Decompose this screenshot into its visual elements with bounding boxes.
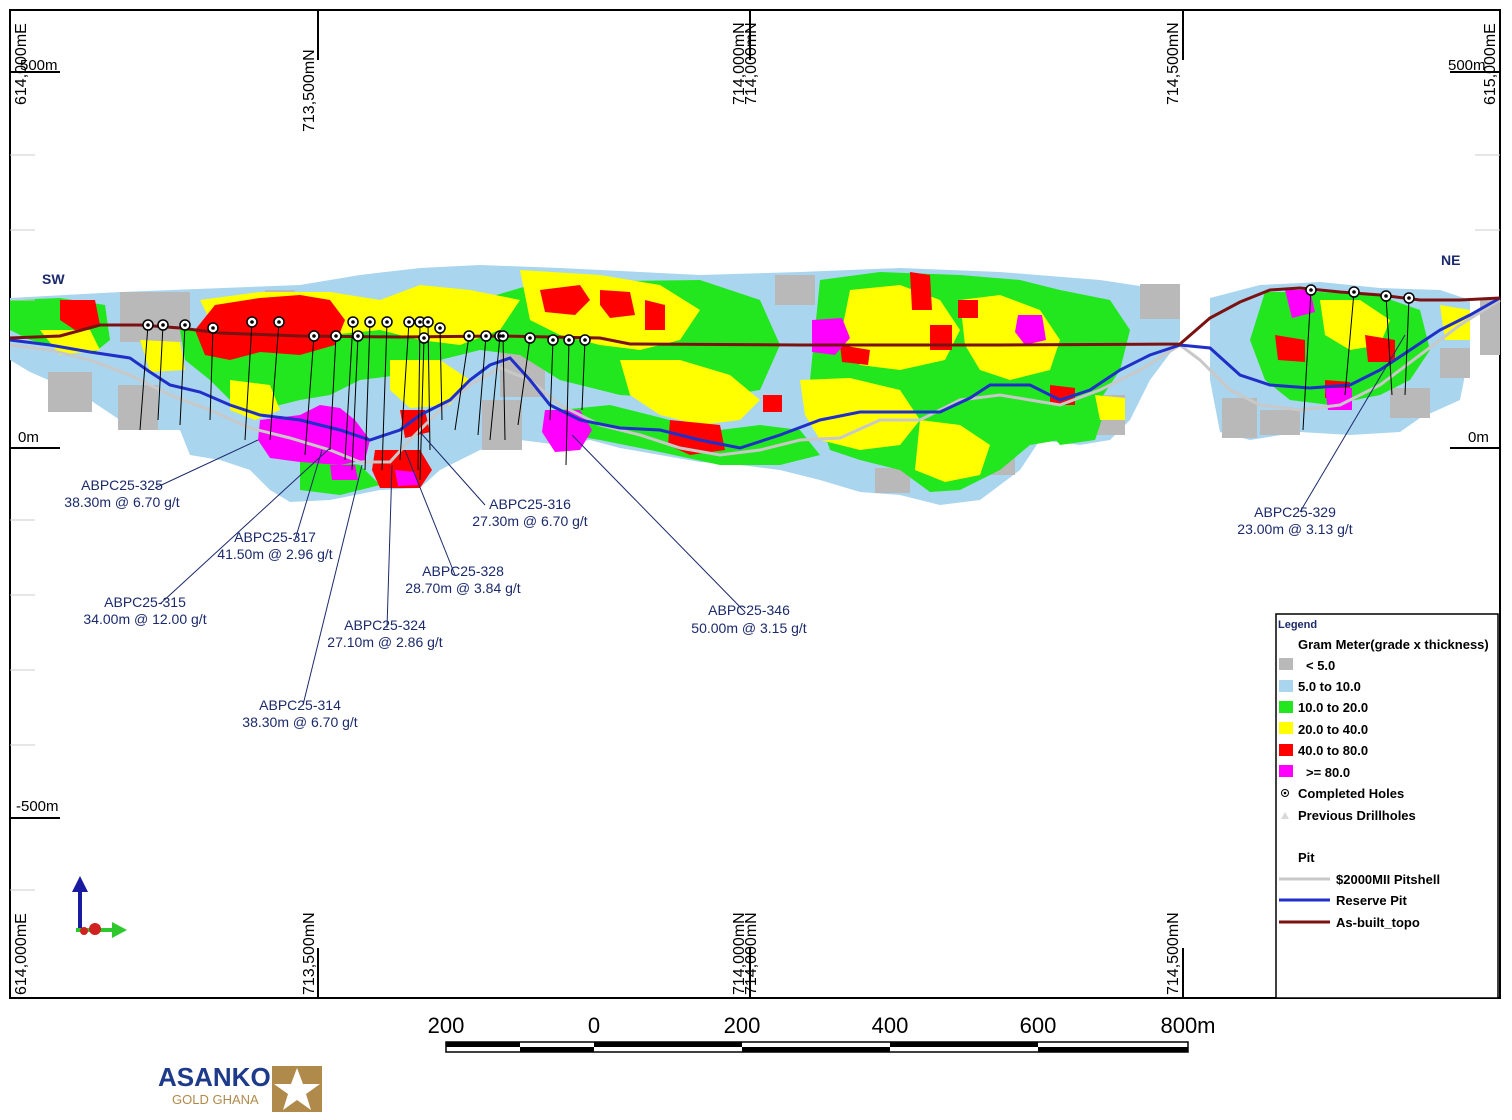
hole-label-result: 38.30m @ 6.70 g/t [242, 714, 358, 730]
legend-line-label: As-built_topo [1336, 915, 1420, 930]
hole-label-result: 34.00m @ 12.00 g/t [83, 611, 206, 627]
elevation-0-right: 0m [1468, 429, 1489, 446]
northing-label-bottom-2: 714,000mN [731, 912, 748, 995]
hole-label-result: 38.30m @ 6.70 g/t [64, 494, 180, 510]
hole-label-result: 28.70m @ 3.84 g/t [405, 580, 521, 596]
easting-label-top-right: 615,000mE [1482, 23, 1499, 105]
completed-hole-dots [146, 288, 1411, 342]
legend-swatch-gte80 [1279, 765, 1293, 777]
pitshell-line [9, 298, 1501, 464]
scale-label: 400 [872, 1013, 909, 1038]
northing-label-bottom-2b: 714,000mN [743, 912, 760, 995]
legend-class-label: 20.0 to 40.0 [1298, 722, 1368, 737]
grid-ticks [10, 10, 1500, 998]
hole-label-id: ABPC25-317 [234, 529, 316, 545]
northing-label-bottom-1: 713,500mN [301, 912, 318, 995]
hole-labels: ABPC25-325 38.30m @ 6.70 g/t ABPC25-317 … [64, 477, 1353, 730]
hole-label-result: 27.10m @ 2.86 g/t [327, 634, 443, 650]
legend-swatch-lt5 [1279, 658, 1293, 670]
blocks-grey [48, 275, 1500, 493]
hole-label-id: ABPC25-328 [422, 563, 504, 579]
intercept-leader-lines [154, 334, 1406, 706]
blocks-magenta [258, 290, 1352, 486]
orientation-axes-icon [72, 876, 127, 938]
hole-label-result: 41.50m @ 2.96 g/t [217, 546, 333, 562]
direction-ne: NE [1441, 252, 1460, 268]
legend-line-label: Reserve Pit [1336, 893, 1407, 908]
legend-line-label: $2000MII Pitshell [1336, 872, 1440, 887]
elevation-500-right: 500m [1448, 57, 1486, 74]
blocks-red [60, 272, 1395, 488]
legend-pit-title: Pit [1298, 850, 1315, 865]
grade-blocks [10, 265, 1500, 505]
legend-completed-holes: Completed Holes [1298, 786, 1404, 801]
previous-drillhole-icon [1281, 812, 1289, 819]
elevation-0-left: 0m [18, 429, 39, 446]
elevation-minus500: -500m [16, 798, 59, 815]
star-icon [274, 1068, 320, 1110]
legend-swatch-10-20 [1279, 701, 1293, 713]
legend-swatch-20-40 [1279, 722, 1293, 734]
scale-label: 600 [1020, 1013, 1057, 1038]
northing-label-top-2b: 714,000mN [743, 22, 760, 105]
hole-label-result: 27.30m @ 6.70 g/t [472, 513, 588, 529]
legend: Legend Gram Meter(grade x thickness) < 5… [1275, 613, 1499, 999]
northing-label-bottom-3: 714,500mN [1165, 912, 1182, 995]
northing-label-top-2: 714,000mN [731, 22, 748, 105]
direction-sw: SW [42, 271, 65, 287]
drillhole-traces [139, 289, 1410, 481]
scale-label: 200 [724, 1013, 761, 1038]
hole-label-id: ABPC25-325 [81, 477, 163, 493]
easting-label-top-left: 614,000mE [13, 23, 30, 105]
scale-label: 200 [428, 1013, 465, 1038]
logo-name: ASANKO [158, 1062, 271, 1092]
legend-class-label: >= 80.0 [1306, 765, 1350, 780]
scale-labels: 200 0 200 400 600 800m [428, 1013, 1216, 1038]
legend-class-label: 10.0 to 20.0 [1298, 700, 1368, 715]
legend-class-label: 5.0 to 10.0 [1298, 679, 1361, 694]
hole-label-id: ABPC25-315 [104, 594, 186, 610]
hole-label-id: ABPC25-329 [1254, 504, 1336, 520]
northing-label-top-1: 713,500mN [301, 49, 318, 132]
asanko-logo: ASANKO GOLD GHANA [158, 1062, 322, 1112]
completed-hole-icon-dot [1283, 791, 1287, 795]
scale-label: 0 [588, 1013, 600, 1038]
reserve-pit-line [9, 296, 1501, 450]
hole-label-id: ABPC25-346 [708, 602, 790, 618]
scale-bar [445, 1041, 1189, 1053]
logo-subtitle: GOLD GHANA [172, 1092, 259, 1107]
legend-previous-drillholes: Previous Drillholes [1298, 808, 1416, 823]
legend-box [1275, 613, 1499, 999]
northing-label-top-3: 714,500mN [1165, 22, 1182, 105]
elevation-500-left: 500m [20, 57, 58, 74]
easting-label-bottom-left: 614,000mE [13, 913, 30, 995]
minor-grid-ticks [10, 154, 1500, 891]
legend-swatch-5-10 [1279, 680, 1293, 692]
legend-title: Legend [1278, 619, 1317, 631]
section-frame [9, 9, 1501, 999]
hole-label-id: ABPC25-324 [344, 617, 426, 633]
hole-label-result: 50.00m @ 3.15 g/t [691, 620, 807, 636]
legend-subtitle: Gram Meter(grade x thickness) [1298, 637, 1489, 652]
legend-swatch-40-80 [1279, 744, 1293, 756]
scale-label: 800m [1160, 1013, 1215, 1038]
hole-label-result: 23.00m @ 3.13 g/t [1237, 521, 1353, 537]
legend-class-label: 40.0 to 80.0 [1298, 743, 1368, 758]
legend-class-label: < 5.0 [1306, 658, 1335, 673]
hole-label-id: ABPC25-316 [489, 496, 571, 512]
hole-label-id: ABPC25-314 [259, 697, 341, 713]
